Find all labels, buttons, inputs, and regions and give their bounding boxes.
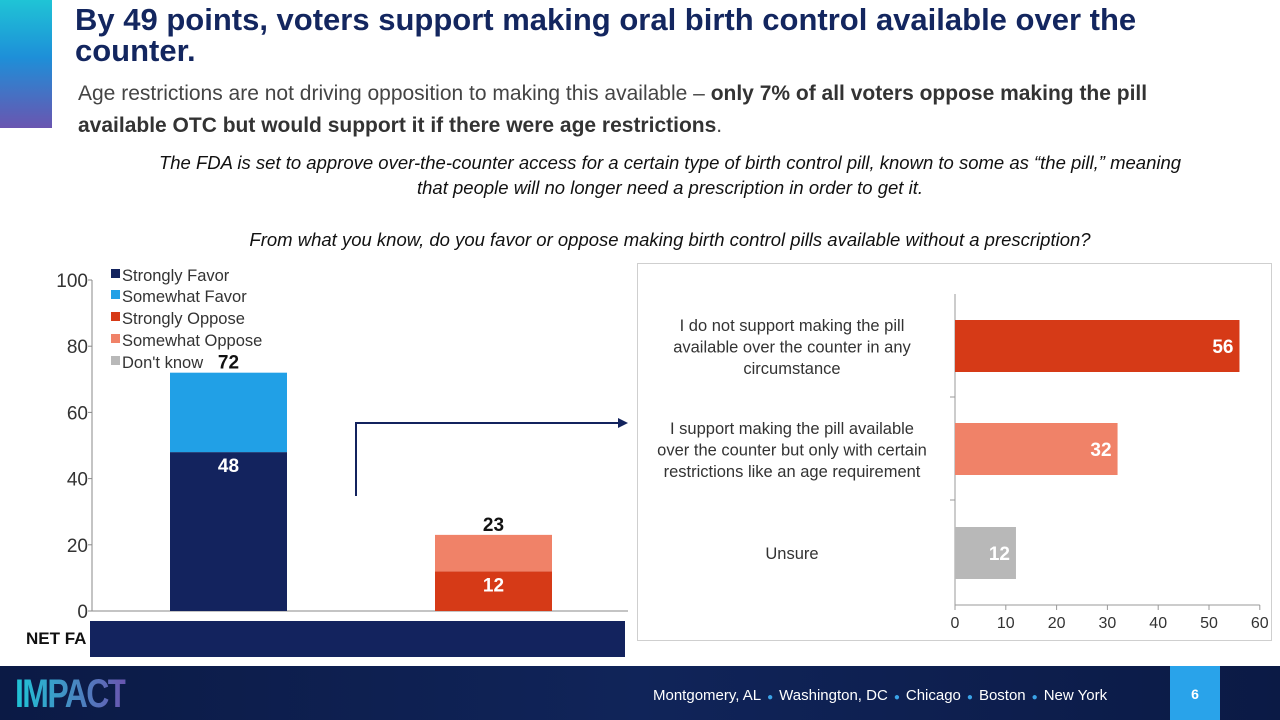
legend-swatch	[111, 356, 120, 365]
bar-segment	[435, 571, 552, 611]
bar-value-label: 56	[1212, 337, 1233, 358]
net-band	[90, 621, 625, 657]
x-tick-label: 40	[1149, 615, 1167, 632]
legend-swatch	[111, 334, 120, 343]
y-tick-label: 100	[56, 271, 88, 292]
x-tick-label: 50	[1200, 615, 1218, 632]
legend-swatch	[111, 290, 120, 299]
category-label: I support making the pill available over …	[657, 420, 927, 481]
city: New York	[1043, 687, 1108, 704]
city: Washington, DC	[779, 687, 888, 704]
subtitle-bold: only 7% of all voters oppose making the …	[78, 82, 1148, 137]
x-tick-label: 60	[1251, 615, 1269, 632]
separator-dot: ●	[966, 692, 973, 703]
x-tick-label: 30	[1099, 615, 1117, 632]
x-tick-label: 10	[997, 615, 1015, 632]
subtitle-plain: Age restrictions are not driving opposit…	[78, 82, 711, 105]
y-tick-label: 80	[67, 337, 88, 358]
legend-swatch	[111, 312, 120, 321]
bar-value-label: 12	[989, 544, 1010, 565]
separator-dot: ●	[893, 692, 900, 703]
impact-logo: IMPACT	[15, 672, 127, 716]
question-prompt: From what you know, do you favor or oppo…	[249, 229, 1091, 250]
y-tick-label: 40	[67, 470, 88, 491]
total-data-label: 23	[483, 515, 504, 536]
inner-data-label: 12	[483, 575, 504, 596]
bar	[955, 423, 1118, 475]
separator-dot: ●	[1031, 692, 1038, 703]
city: Chicago	[905, 687, 961, 704]
category-label: Unsure	[765, 545, 818, 563]
legend-label: Somewhat Favor	[122, 288, 247, 306]
subtitle-end: .	[716, 114, 723, 137]
arrow-head-icon	[618, 418, 628, 428]
office-cities: Montgomery, AL ● Washington, DC ● Chicago ● Bo…	[653, 687, 1107, 704]
category-label: I do not support making the pill availabl…	[673, 317, 911, 378]
x-tick-label: 20	[1048, 615, 1066, 632]
legend-label: Strongly Favor	[122, 267, 230, 285]
legend-label: Don't know	[122, 354, 203, 372]
connector-arrow	[355, 422, 620, 496]
footer	[0, 666, 1280, 720]
legend-label: Strongly Oppose	[122, 310, 245, 328]
city: Boston	[978, 687, 1026, 704]
bar-segment	[435, 534, 552, 572]
city: Montgomery, AL	[653, 687, 762, 704]
accent-bar	[0, 0, 52, 128]
y-tick-label: 0	[77, 602, 88, 623]
y-tick-label: 60	[67, 403, 88, 424]
inner-data-label: 48	[218, 456, 239, 477]
separator-dot: ●	[767, 692, 774, 703]
x-tick-label: 0	[951, 615, 960, 632]
total-data-label: 72	[218, 353, 239, 374]
y-tick-label: 20	[67, 536, 88, 557]
legend-swatch	[111, 269, 120, 278]
bar	[955, 527, 1016, 579]
bar-segment	[170, 372, 287, 453]
subtitle: Age restrictions are not driving opposit…	[78, 78, 1218, 142]
bar-value-label: 32	[1090, 440, 1111, 461]
question-context: The FDA is set to approve over-the-count…	[158, 152, 1182, 198]
net-favor-label: NET FA	[26, 629, 87, 648]
page-number: 6	[1170, 666, 1220, 720]
bar	[955, 320, 1240, 372]
legend-label: Somewhat Oppose	[122, 332, 262, 350]
bar-segment	[170, 452, 287, 611]
page-title: By 49 points, voters support making oral…	[75, 2, 1137, 68]
